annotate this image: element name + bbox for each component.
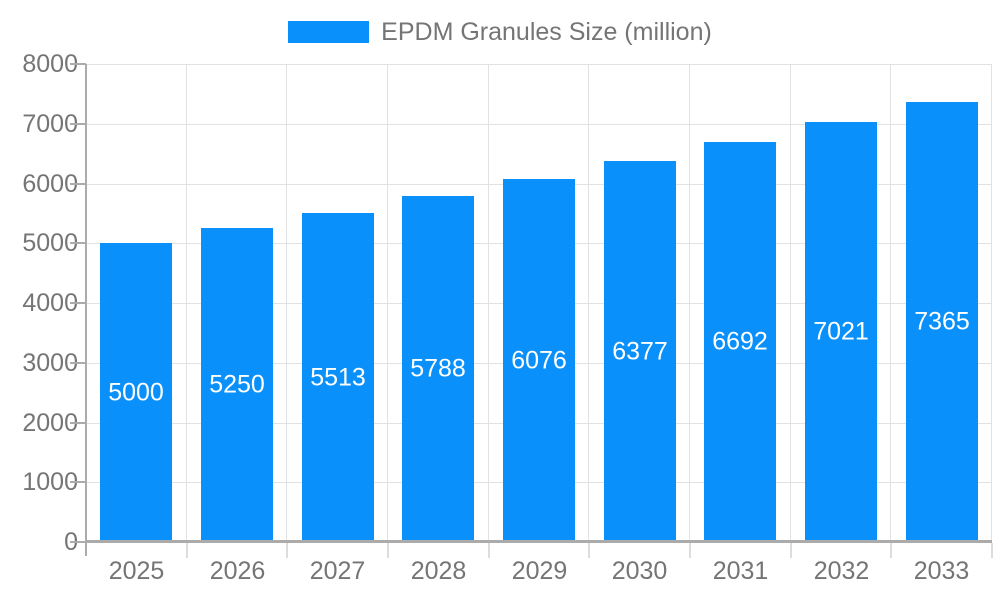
v-gridline (991, 64, 992, 542)
bar-value-label: 6692 (712, 327, 768, 356)
y-tick-mark (70, 302, 86, 304)
bar-2025[interactable]: 5000 (100, 243, 172, 542)
y-tick-mark (70, 182, 86, 185)
y-tick-label: 0 (0, 527, 78, 557)
v-gridline (186, 64, 187, 542)
y-tick-label: 2000 (22, 408, 78, 437)
legend-label: EPDM Granules Size (million) (381, 17, 712, 46)
y-tick-mark (70, 122, 86, 125)
y-axis-line (85, 64, 87, 556)
h-gridline (86, 123, 992, 125)
x-tick-label: 2025 (108, 557, 165, 585)
bar-2031[interactable]: 6692 (704, 142, 776, 542)
bar-value-label: 7021 (813, 317, 869, 346)
x-tick-mark (790, 543, 792, 558)
bar-2032[interactable]: 7021 (805, 122, 877, 542)
legend-swatch (288, 21, 370, 43)
x-tick-label: 2029 (511, 557, 568, 585)
v-gridline (890, 64, 891, 542)
bar-value-label: 5250 (209, 370, 265, 399)
x-tick-mark (689, 543, 691, 558)
y-tick-label: 3000 (22, 348, 78, 377)
y-tick-mark (70, 242, 86, 245)
v-gridline (488, 64, 489, 542)
x-tick-mark (286, 543, 288, 558)
x-tick-label: 2028 (410, 557, 467, 585)
v-gridline (790, 64, 791, 542)
bar-value-label: 5788 (410, 354, 466, 383)
bar-2033[interactable]: 7365 (906, 102, 978, 542)
x-tick-label: 2027 (309, 557, 366, 585)
x-tick-mark (991, 543, 993, 558)
v-gridline (689, 64, 690, 542)
x-tick-label: 2032 (813, 557, 870, 585)
bar-value-label: 6076 (511, 346, 567, 374)
y-tick-label: 7000 (22, 109, 78, 138)
bar-2029[interactable]: 6076 (503, 179, 575, 542)
y-tick-mark (70, 481, 86, 484)
y-tick-label: 4000 (22, 289, 78, 317)
plot-area: 5000 5250 5513 5788 6076 6377 6692 7021 7365 (86, 64, 992, 542)
x-tick-label: 2031 (712, 557, 769, 585)
legend[interactable]: EPDM Granules Size (million) (0, 17, 1000, 47)
h-gridline (86, 64, 992, 65)
x-tick-mark (588, 543, 590, 558)
y-tick-label: 8000 (22, 50, 78, 78)
x-tick-label: 2033 (913, 557, 970, 585)
y-tick-label: 6000 (22, 169, 78, 198)
y-tick-mark (70, 63, 86, 65)
bar-2028[interactable]: 5788 (402, 196, 474, 542)
bar-value-label: 5000 (108, 378, 164, 406)
v-gridline (387, 64, 388, 542)
y-tick-mark (70, 361, 86, 364)
x-tick-mark (387, 543, 389, 558)
x-axis-line (86, 540, 992, 543)
x-tick-label: 2026 (209, 557, 266, 585)
bar-value-label: 6377 (612, 337, 668, 365)
v-gridline (588, 64, 589, 542)
y-tick-mark (70, 541, 86, 543)
bar-value-label: 7365 (914, 307, 970, 336)
v-gridline (286, 64, 287, 542)
x-tick-label: 2030 (611, 557, 668, 585)
x-tick-mark (186, 543, 188, 558)
bar-2026[interactable]: 5250 (201, 228, 273, 542)
bar-2030[interactable]: 6377 (604, 161, 676, 542)
y-tick-label: 1000 (22, 468, 78, 497)
x-tick-mark (488, 543, 490, 558)
bar-value-label: 5513 (310, 363, 366, 391)
bar-2027[interactable]: 5513 (302, 213, 374, 542)
y-tick-label: 5000 (22, 229, 78, 258)
y-tick-mark (70, 421, 86, 424)
x-tick-mark (890, 543, 892, 558)
